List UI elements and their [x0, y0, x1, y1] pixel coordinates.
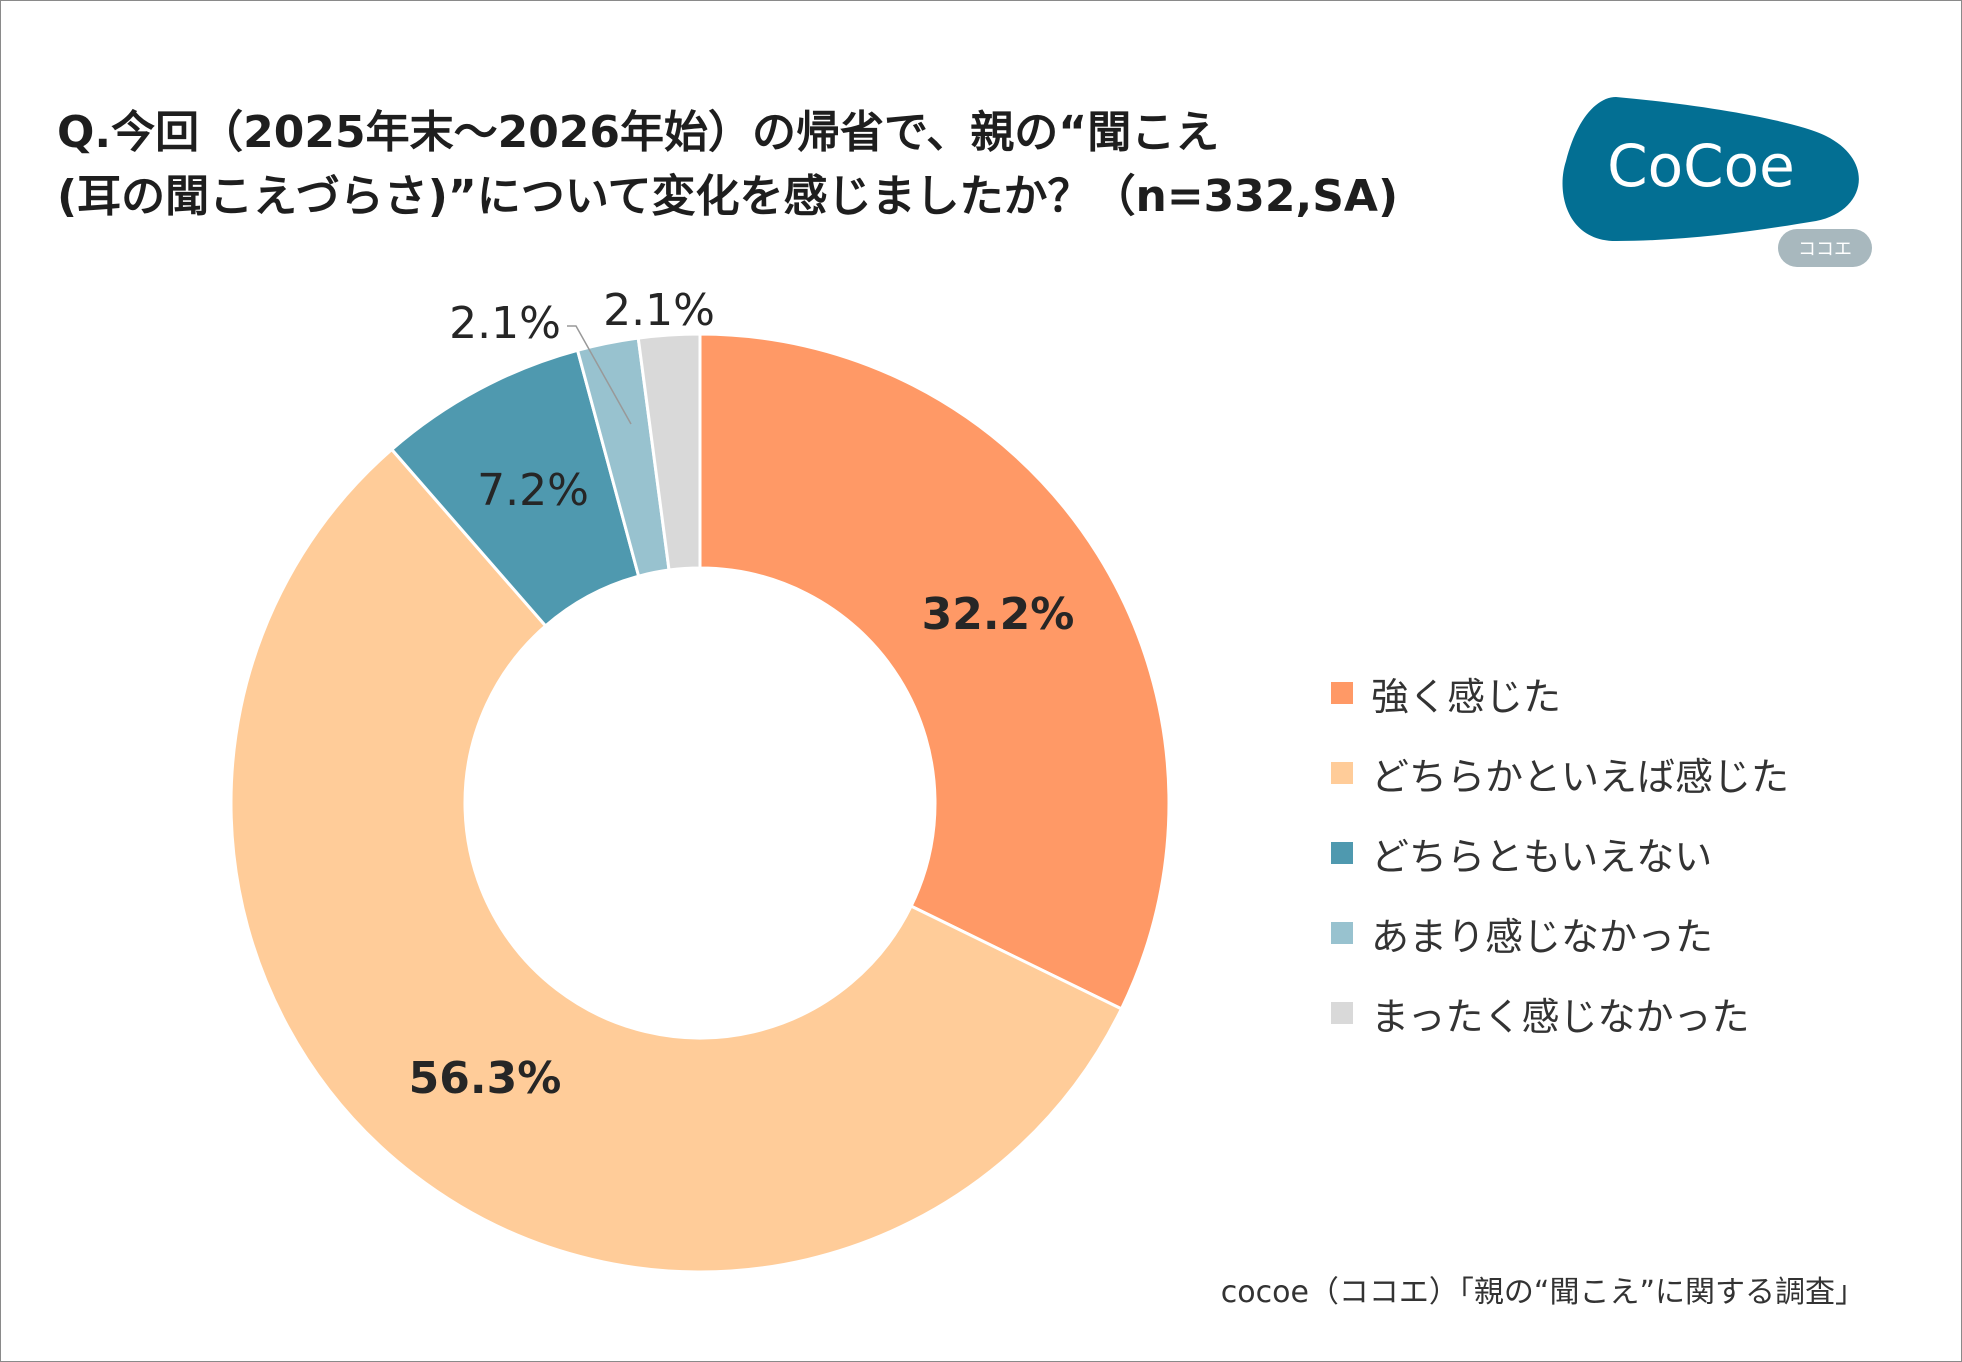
title-line-2: (耳の聞こえづらさ)”について変化を感じましたか？（n=332,SA) — [57, 171, 1399, 222]
legend-item: まったく感じなかった — [1331, 973, 1789, 1053]
legend-item: あまり感じなかった — [1331, 893, 1789, 973]
legend-label: まったく感じなかった — [1371, 994, 1750, 1039]
legend-label: あまり感じなかった — [1371, 914, 1714, 959]
legend: 強く感じたどちらかといえば感じた どちらともいえない あまり感じなかった まったく感じ… — [1331, 653, 1789, 1053]
legend-label: どちらともいえない — [1371, 834, 1713, 879]
data-label-0: 32.2% — [922, 589, 1075, 640]
data-label-4: 2.1% — [603, 285, 715, 336]
legend-swatch — [1331, 842, 1353, 864]
legend-item: どちらともいえない — [1331, 813, 1789, 893]
data-label-2: 7.2% — [477, 465, 589, 516]
legend-item: どちらかといえば感じた — [1331, 733, 1789, 813]
logo-subtext: ココエ — [1798, 239, 1852, 260]
legend-swatch — [1331, 1002, 1353, 1024]
title-line-1: Q.今回（2025年末～2026年始）の帰省で、親の“聞こえ — [57, 107, 1220, 158]
data-label-1: 56.3% — [409, 1053, 562, 1104]
legend-swatch — [1331, 682, 1353, 704]
slice-0 — [698, 332, 1171, 1011]
legend-item: 強く感じた — [1331, 653, 1789, 733]
chart-title: Q.今回（2025年末～2026年始）の帰省で、親の“聞こえ (耳の聞こえづらさ… — [57, 101, 1398, 229]
cocoe-logo: CoCoe ココエ — [1562, 97, 1872, 267]
logo-text: CoCoe — [1607, 132, 1795, 200]
legend-swatch — [1331, 922, 1353, 944]
data-label-3: 2.1% — [449, 298, 561, 349]
legend-label: 強く感じた — [1371, 674, 1562, 719]
source-footer: cocoe（ココエ）「親の“聞こえ”に関する調査」 — [1220, 1275, 1865, 1310]
slice-1 — [229, 447, 1124, 1274]
legend-swatch — [1331, 762, 1353, 784]
leader-line — [567, 325, 632, 425]
slice-4 — [636, 332, 702, 572]
legend-label: どちらかといえば感じた — [1371, 754, 1790, 799]
